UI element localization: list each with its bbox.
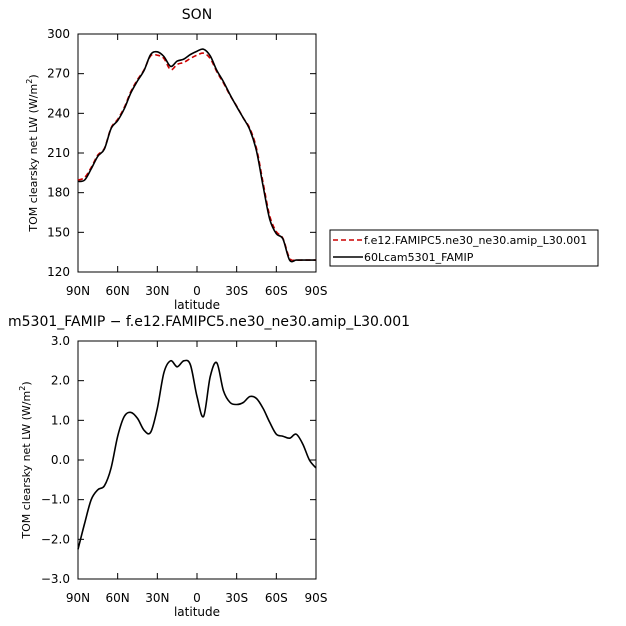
bottom-plot-frame [77, 340, 317, 580]
bottom-y-tick-label: 2.0 [51, 374, 70, 388]
bottom-x-tick-label: 90N [66, 591, 90, 605]
bottom-y-ticks: −3.0 −2.0 −1.0 0.0 1.0 2.0 3.0 [41, 334, 316, 586]
bottom-x-ticks: 90N 60N 30N 0 30S 60S 90S [66, 341, 328, 605]
top-x-tick-label: 90S [305, 284, 328, 298]
bottom-series-group [77, 359, 317, 550]
top-y-tick-label: 210 [47, 146, 70, 160]
top-x-tick-label: 30S [225, 284, 248, 298]
top-x-ticks: 90N 60N 30N 0 30S 60S 90S [66, 34, 328, 298]
bottom-y-tick-label: −2.0 [41, 532, 70, 546]
bottom-y-tick-label: 3.0 [51, 334, 70, 348]
bottom-x-tick-label: 30S [225, 591, 248, 605]
bottom-x-tick-label: 0 [193, 591, 201, 605]
legend-box [329, 229, 599, 267]
bottom-y-tick-label: 0.0 [51, 453, 70, 467]
bottom-y-tick-label: 1.0 [51, 413, 70, 427]
top-series-line-1 [77, 48, 316, 263]
legend-label-1: 60Lcam5301_FAMIP [364, 251, 474, 264]
top-y-tick-label: 120 [47, 265, 70, 279]
bottom-y-tick-label: −3.0 [41, 572, 70, 586]
top-x-axis-label: latitude [174, 298, 220, 312]
top-x-tick-label: 60S [265, 284, 288, 298]
top-y-tick-label: 270 [47, 67, 70, 81]
top-x-tick-label: 90N [66, 284, 90, 298]
top-y-tick-label: 150 [47, 225, 70, 239]
top-series-group [77, 48, 316, 263]
bottom-x-tick-label: 60N [106, 591, 130, 605]
top-y-axis-label: TOM clearsky net LW (W/m2) [25, 74, 40, 232]
top-y-tick-label: 240 [47, 106, 70, 120]
bottom-y-tick-label: −1.0 [41, 493, 70, 507]
bottom-x-axis-label: latitude [174, 605, 220, 619]
bottom-x-tick-label: 60S [265, 591, 288, 605]
top-series-line-0 [77, 52, 316, 262]
top-x-tick-label: 0 [193, 284, 201, 298]
top-x-tick-label: 30N [145, 284, 169, 298]
top-chart-title: SON [182, 7, 212, 23]
bottom-x-tick-label: 90S [305, 591, 328, 605]
bottom-series-line-0 [77, 359, 317, 550]
top-x-tick-label: 60N [106, 284, 130, 298]
top-chart: SON 120 150 180 210 240 270 300 90N 60N 30N 0 30S 6… [25, 7, 599, 312]
bottom-x-tick-label: 30N [145, 591, 169, 605]
bottom-chart-title: m5301_FAMIP − f.e12.FAMIPC5.ne30_ne30.am… [8, 314, 410, 330]
bottom-chart: m5301_FAMIP − f.e12.FAMIPC5.ne30_ne30.am… [8, 314, 410, 619]
top-y-tick-label: 300 [47, 27, 70, 41]
legend-label-0: f.e12.FAMIPC5.ne30_ne30.amip_L30.001 [364, 234, 587, 247]
bottom-y-axis-label: TOM clearsky net LW (W/m2) [18, 381, 33, 539]
legend: f.e12.FAMIPC5.ne30_ne30.amip_L30.001 60L… [329, 229, 599, 267]
top-y-tick-label: 180 [47, 186, 70, 200]
top-y-ticks: 120 150 180 210 240 270 300 [47, 27, 316, 279]
